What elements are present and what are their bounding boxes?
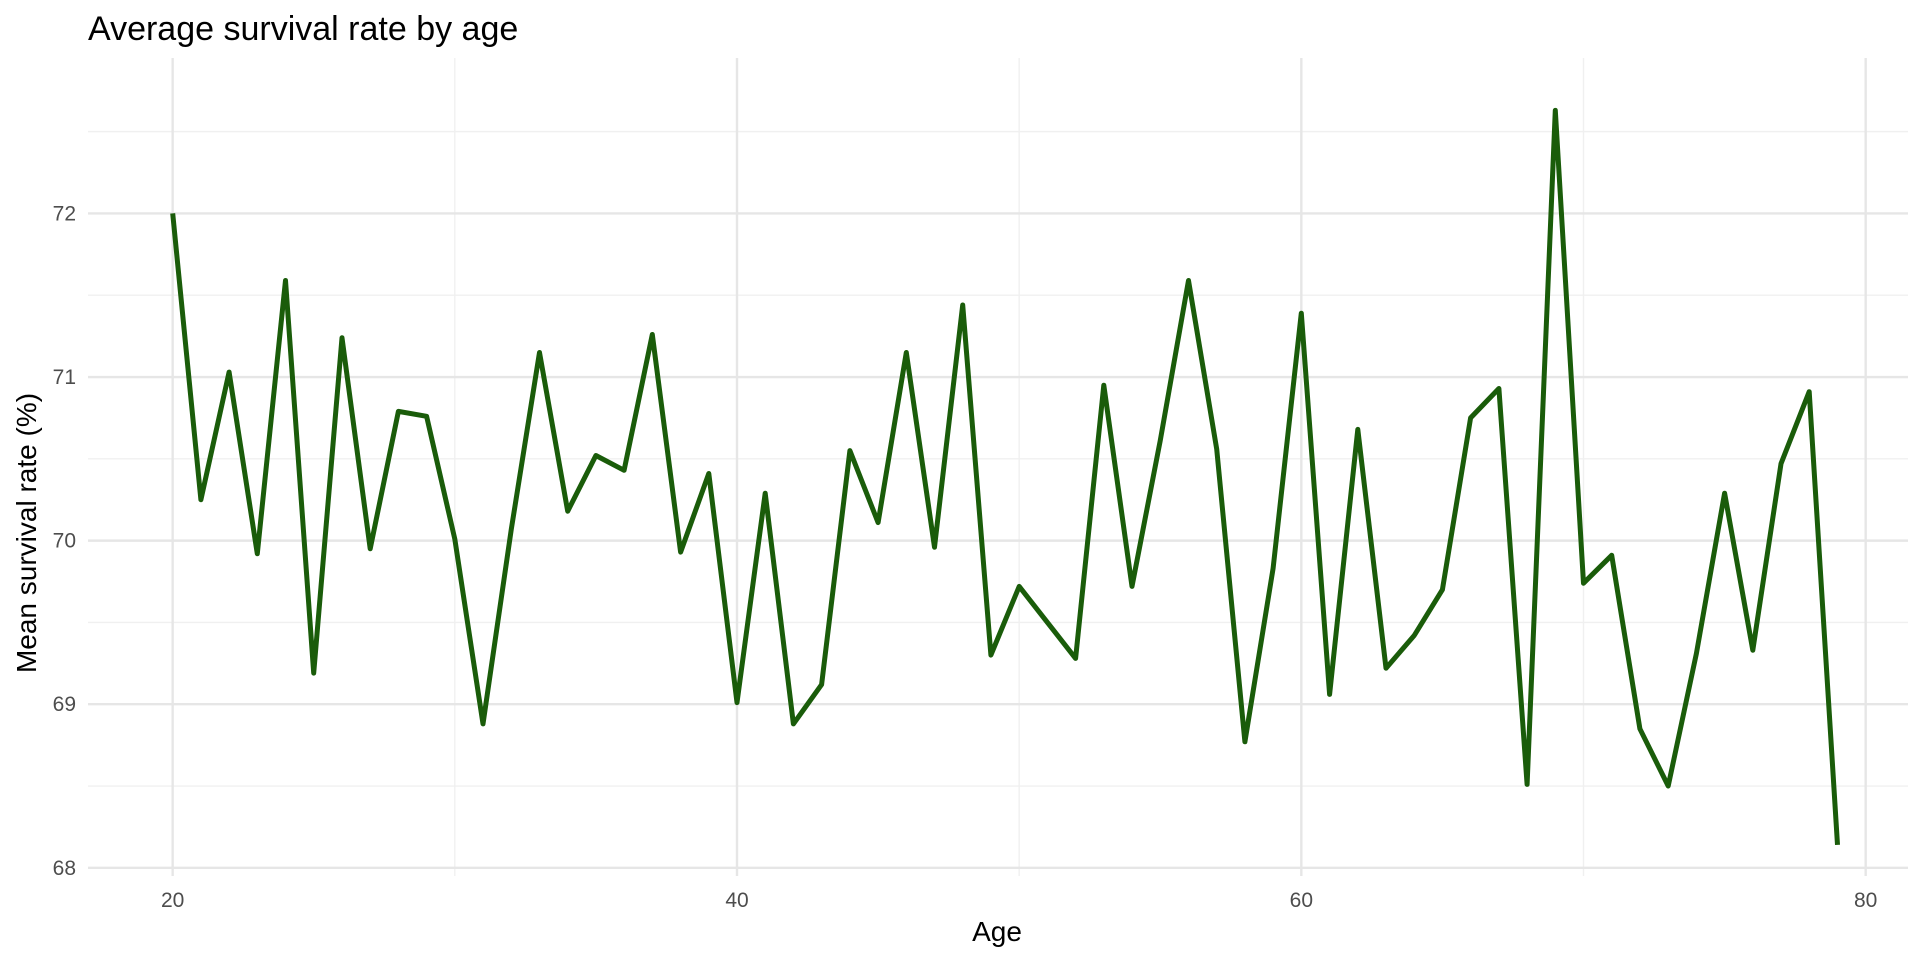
x-tick-label: 80 — [1854, 889, 1877, 912]
series-layer — [170, 107, 1840, 846]
chart-title: Average survival rate by age — [88, 10, 518, 48]
series-line — [170, 107, 1840, 846]
x-tick-label: 60 — [1290, 889, 1313, 912]
y-axis: 68 69 70 71 72 — [53, 202, 76, 879]
y-tick-label: 68 — [53, 857, 76, 880]
x-axis-title: Age — [972, 916, 1022, 947]
y-tick-label: 72 — [53, 202, 76, 225]
y-tick-label: 69 — [53, 693, 76, 716]
x-tick-label: 20 — [161, 889, 184, 912]
y-axis-title: Mean survival rate (%) — [11, 393, 42, 673]
x-axis: 20 40 60 80 — [161, 889, 1877, 912]
x-tick-label: 40 — [725, 889, 748, 912]
y-tick-label: 70 — [53, 530, 76, 553]
grid — [88, 58, 1908, 876]
y-tick-label: 71 — [53, 366, 76, 389]
